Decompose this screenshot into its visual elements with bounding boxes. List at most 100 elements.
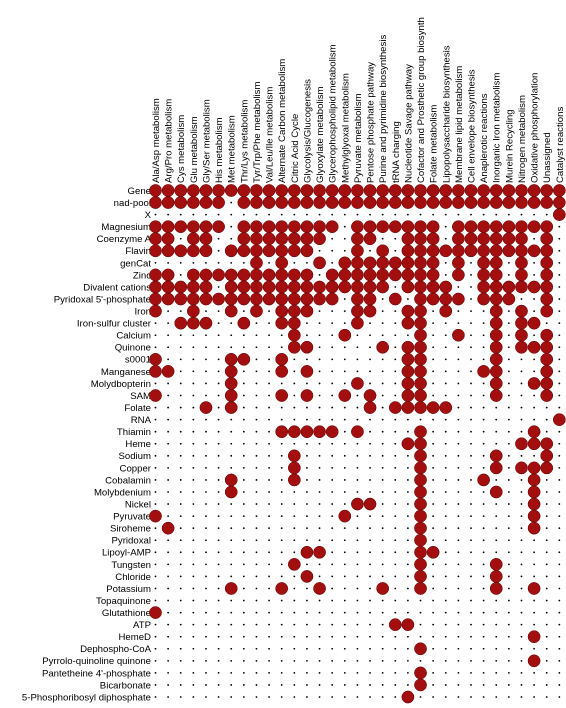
- empty-dot: [230, 225, 233, 228]
- empty-dot: [154, 696, 157, 698]
- row-label: Cobalamin: [105, 475, 151, 486]
- empty-dot: [306, 587, 308, 590]
- empty-dot: [217, 551, 220, 554]
- empty-dot: [306, 503, 308, 505]
- empty-dot: [381, 466, 384, 469]
- filled-dot: [338, 328, 352, 342]
- empty-dot: [394, 515, 397, 518]
- empty-dot: [533, 575, 535, 578]
- filled-dot: [351, 256, 364, 270]
- empty-dot: [470, 274, 472, 276]
- filled-dot: [237, 352, 251, 366]
- empty-dot: [268, 599, 270, 602]
- empty-dot: [217, 696, 220, 698]
- empty-dot: [470, 539, 472, 542]
- filled-dot: [224, 184, 238, 197]
- row-label: Thiamin: [117, 427, 151, 438]
- filled-dot: [363, 497, 377, 511]
- empty-dot: [495, 430, 498, 433]
- filled-dot: [275, 280, 289, 294]
- empty-dot: [381, 310, 384, 312]
- row-label: Pyrrolo-quinoline quinone: [42, 656, 151, 667]
- filled-dot: [187, 316, 200, 330]
- filled-dot: [262, 244, 276, 258]
- empty-dot: [331, 261, 334, 264]
- filled-dot: [287, 316, 301, 330]
- empty-dot: [268, 442, 270, 445]
- empty-dot: [268, 430, 270, 433]
- empty-dot: [558, 442, 561, 445]
- filled-dot: [313, 184, 326, 197]
- filled-dot: [199, 280, 213, 294]
- empty-dot: [356, 623, 359, 626]
- column-label: Tyr/Trp/Phe metabolism: [252, 82, 263, 183]
- empty-dot: [533, 684, 535, 686]
- filled-dot: [161, 220, 175, 234]
- filled-dot: [313, 196, 326, 209]
- empty-dot: [482, 539, 485, 542]
- empty-dot: [255, 491, 258, 493]
- empty-dot: [167, 575, 170, 578]
- empty-dot: [558, 672, 561, 674]
- empty-dot: [457, 491, 460, 493]
- empty-dot: [217, 635, 220, 638]
- filled-dot: [149, 304, 162, 318]
- filled-dot: [275, 365, 289, 378]
- empty-dot: [179, 684, 182, 686]
- empty-dot: [192, 623, 195, 626]
- filled-dot: [351, 425, 364, 439]
- empty-dot: [419, 213, 422, 216]
- empty-dot: [444, 551, 447, 554]
- empty-dot: [306, 659, 308, 662]
- empty-dot: [179, 213, 182, 216]
- empty-dot: [280, 684, 283, 686]
- row-label: Sodium: [118, 451, 151, 462]
- filled-dot: [199, 220, 213, 234]
- empty-dot: [306, 479, 308, 481]
- empty-dot: [343, 310, 346, 312]
- filled-dot: [452, 292, 465, 306]
- filled-dot: [275, 352, 289, 366]
- empty-dot: [154, 575, 157, 578]
- filled-dot: [527, 196, 541, 209]
- empty-dot: [407, 563, 409, 566]
- empty-dot: [520, 394, 523, 397]
- filled-dot: [477, 184, 490, 197]
- empty-dot: [205, 503, 207, 505]
- empty-dot: [558, 684, 561, 686]
- empty-dot: [520, 551, 523, 554]
- filled-dot: [262, 196, 276, 209]
- filled-dot: [275, 244, 289, 258]
- empty-dot: [217, 442, 220, 445]
- empty-dot: [507, 623, 510, 626]
- empty-dot: [179, 466, 182, 469]
- empty-dot: [280, 599, 283, 602]
- filled-dot: [489, 449, 503, 463]
- empty-dot: [558, 249, 561, 252]
- filled-dot: [149, 268, 162, 282]
- empty-dot: [217, 684, 220, 686]
- empty-dot: [457, 539, 460, 542]
- filled-dot: [527, 461, 541, 475]
- empty-dot: [318, 659, 321, 662]
- empty-dot: [331, 418, 334, 421]
- filled-dot: [199, 244, 213, 258]
- filled-dot: [174, 196, 188, 209]
- empty-dot: [268, 479, 270, 481]
- empty-dot: [192, 527, 195, 530]
- empty-dot: [520, 298, 523, 300]
- empty-dot: [217, 647, 220, 650]
- empty-dot: [507, 466, 510, 469]
- empty-dot: [507, 442, 510, 445]
- empty-dot: [280, 382, 283, 385]
- empty-dot: [457, 611, 460, 614]
- filled-dot: [452, 256, 465, 270]
- filled-dot: [199, 316, 213, 330]
- empty-dot: [167, 442, 170, 445]
- empty-dot: [470, 430, 472, 433]
- empty-dot: [394, 322, 397, 325]
- empty-dot: [558, 406, 561, 409]
- row-label: Calcium: [116, 331, 151, 342]
- empty-dot: [205, 418, 207, 421]
- column-label: Val/Leu/Ile metabolism: [265, 87, 276, 183]
